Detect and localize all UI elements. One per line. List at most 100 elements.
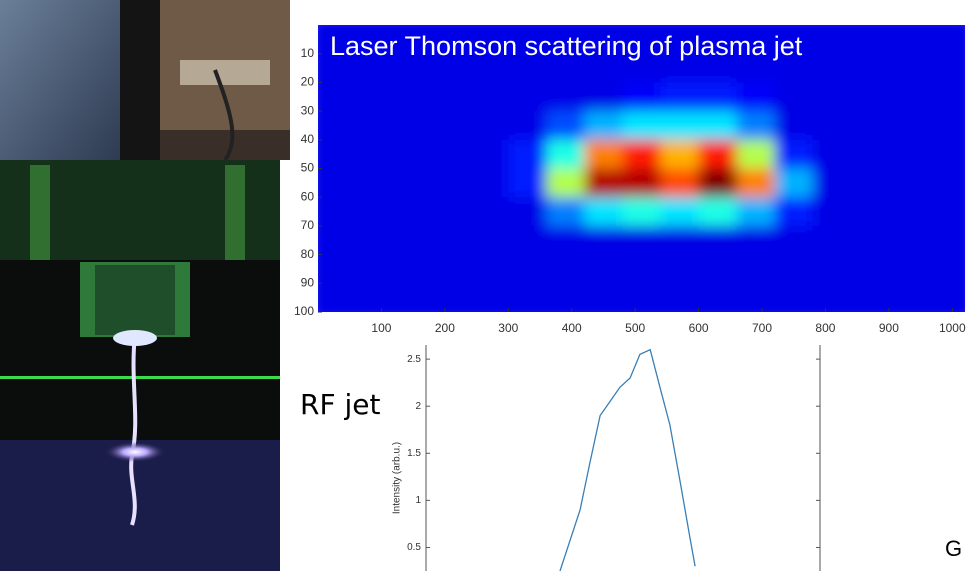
heatmap-cell	[584, 140, 623, 170]
heatmap-cell	[394, 197, 433, 227]
page: {"chart_data": [ {"type": "heatmap", "ti…	[0, 0, 973, 571]
heatmap-cell	[775, 140, 814, 170]
heatmap-cell	[661, 226, 700, 256]
heatmap-cell	[546, 169, 585, 199]
heatmap-cell	[470, 140, 509, 170]
heatmap-cell	[851, 82, 890, 112]
heatmap-cell	[775, 111, 814, 141]
heatmap-cell	[508, 169, 547, 199]
line-chart: 0.5 1 1.5 2 2.5 Intensity (arb.u.)	[392, 345, 820, 571]
heatmap-cell	[508, 197, 547, 227]
heatmap-cell	[813, 169, 852, 199]
heatmap-cell	[470, 111, 509, 141]
heatmap-cell	[432, 82, 471, 112]
heatmap-cell	[737, 169, 776, 199]
heatmap: 100 200 300 400 500 600 700 800 900 1000 10 20 30 40 5…	[294, 15, 973, 335]
y-tick-label: 20	[301, 75, 315, 89]
heatmap-cell	[470, 197, 509, 227]
heatmap-cell	[917, 273, 973, 323]
heatmap-cell	[394, 140, 433, 170]
y-tick-label: 70	[301, 218, 315, 232]
y-tick-label: 60	[301, 189, 315, 203]
heatmap-cell	[661, 197, 700, 227]
heatmap-cell	[394, 82, 433, 112]
y-tick-label: 40	[301, 132, 315, 146]
y-tick-label: 0.5	[407, 542, 421, 553]
y-tick-label: 100	[294, 304, 314, 318]
heatmap-cell	[622, 197, 661, 227]
heatmap-cell	[775, 82, 814, 112]
heatmap-cell	[622, 169, 661, 199]
heatmap-cell	[851, 140, 890, 170]
heatmap-cell	[584, 111, 623, 141]
heatmap-cell	[584, 82, 623, 112]
heatmap-cell	[661, 169, 700, 199]
heatmap-cell	[432, 140, 471, 170]
heatmap-cell	[775, 197, 814, 227]
x-tick-label: 400	[562, 321, 582, 335]
y-tick-label: 50	[301, 161, 315, 175]
heatmap-cell	[699, 197, 738, 227]
x-tick-label: 100	[371, 321, 391, 335]
y-tick-label: 80	[301, 247, 315, 261]
heatmap-cell	[737, 197, 776, 227]
heatmap-cell	[394, 226, 433, 256]
x-tick-label: 500	[625, 321, 645, 335]
heatmap-cell	[775, 169, 814, 199]
heatmap-cell	[661, 111, 700, 141]
heatmap-cell	[584, 169, 623, 199]
y-tick-label: 1.5	[407, 448, 421, 459]
y-tick-label: 10	[301, 46, 315, 60]
heatmap-cell	[546, 140, 585, 170]
heatmap-cell	[432, 169, 471, 199]
x-tick-label: 1000	[939, 321, 966, 335]
heatmap-cell	[470, 226, 509, 256]
heatmap-cell	[584, 226, 623, 256]
x-tick-label: 700	[752, 321, 772, 335]
heatmap-cell	[546, 226, 585, 256]
heatmap-cell	[699, 82, 738, 112]
heatmap-cell	[813, 54, 852, 84]
heatmap-cell	[851, 111, 890, 141]
heatmap-cell	[394, 111, 433, 141]
y-tick-label: 30	[301, 103, 315, 117]
line-series	[560, 350, 695, 571]
photo-top	[0, 0, 290, 160]
heatmap-cells	[308, 15, 973, 323]
heatmap-cell	[813, 197, 852, 227]
heatmap-cell	[661, 140, 700, 170]
y-tick-label: 90	[301, 275, 315, 289]
heatmap-cell	[813, 140, 852, 170]
heatmap-cell	[851, 226, 890, 256]
x-tick-label: 600	[689, 321, 709, 335]
photo-bottom	[0, 160, 280, 571]
heatmap-cell	[546, 197, 585, 227]
heatmap-cell	[622, 226, 661, 256]
x-tick-label: 800	[815, 321, 835, 335]
jet-label: RF jet	[300, 388, 380, 421]
y-tick-label: 2	[415, 401, 421, 412]
heatmap-cell	[813, 226, 852, 256]
heatmap-cell	[851, 197, 890, 227]
heatmap-cell	[813, 111, 852, 141]
heatmap-cell	[508, 82, 547, 112]
heatmap-cell	[546, 111, 585, 141]
heatmap-cell	[737, 140, 776, 170]
x-tick-label: 900	[879, 321, 899, 335]
heatmap-cell	[737, 111, 776, 141]
heatmap-cell	[622, 82, 661, 112]
heatmap-cell	[394, 169, 433, 199]
heatmap-cell	[470, 82, 509, 112]
y-axis-label: Intensity (arb.u.)	[392, 442, 403, 514]
heatmap-cell	[851, 54, 890, 84]
heatmap-cell	[851, 169, 890, 199]
heatmap-cell	[775, 226, 814, 256]
heatmap-cell	[546, 82, 585, 112]
heatmap-cell	[699, 226, 738, 256]
y-tick-label: 2.5	[407, 354, 421, 365]
x-tick-label: 300	[498, 321, 518, 335]
heatmap-cell	[508, 226, 547, 256]
heatmap-blur	[308, 15, 973, 323]
x-tick-label: 200	[435, 321, 455, 335]
y-tick-label: 1	[415, 495, 421, 506]
